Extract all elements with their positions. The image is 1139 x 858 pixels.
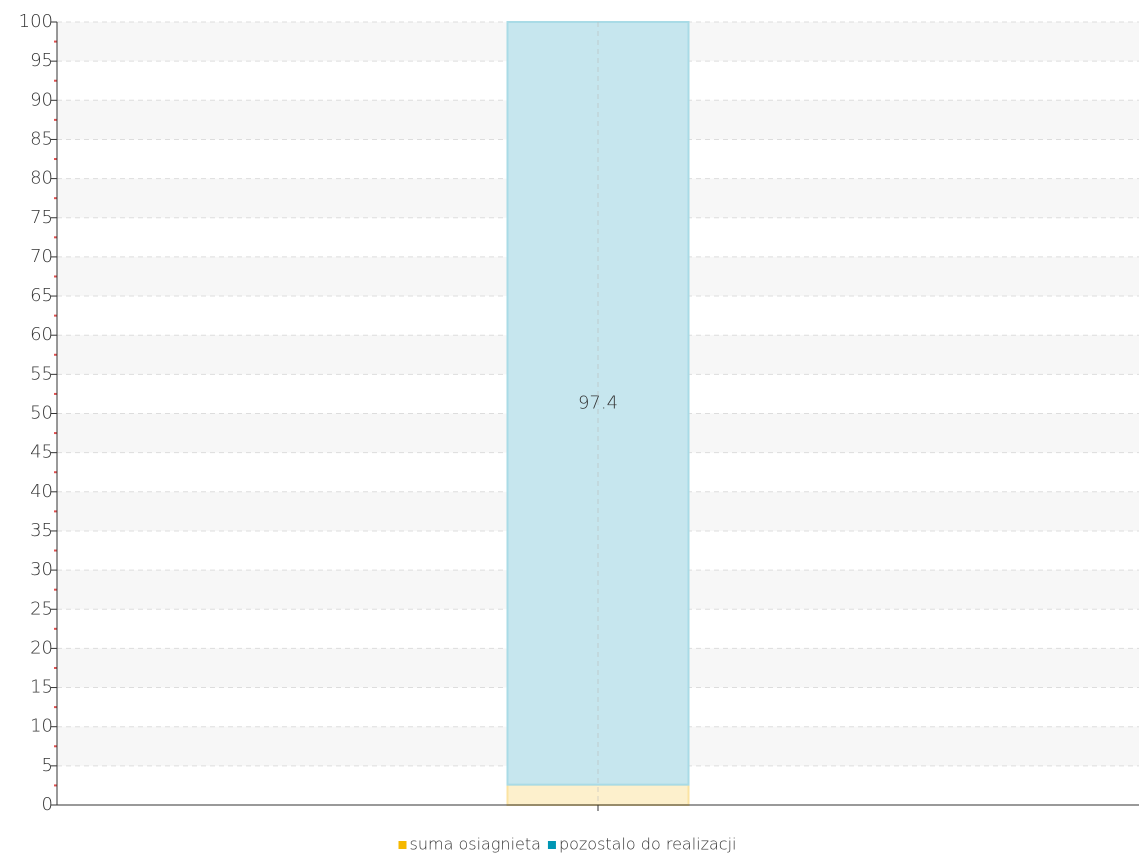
y-tick-label: 40 — [30, 481, 53, 502]
legend-swatch — [398, 841, 407, 849]
legend: suma osiagnieta pozostalo do realizacji — [398, 835, 737, 854]
y-tick-label: 100 — [19, 11, 53, 32]
y-tick-label: 0 — [42, 794, 53, 815]
legend-label: pozostalo do realizacji — [559, 835, 737, 854]
y-tick-label: 80 — [30, 168, 53, 189]
y-tick-label: 30 — [30, 559, 53, 580]
legend-swatch — [547, 841, 556, 849]
y-tick-label: 25 — [30, 598, 53, 619]
y-tick-label: 45 — [30, 442, 53, 463]
y-tick-label: 85 — [30, 128, 53, 149]
y-tick-label: 60 — [30, 324, 53, 345]
y-tick-label: 15 — [30, 677, 53, 698]
y-tick-label: 5 — [42, 755, 53, 776]
y-tick-label: 50 — [30, 403, 53, 424]
y-tick-label: 65 — [30, 285, 53, 306]
legend-label: suma osiagnieta — [410, 835, 541, 854]
y-tick-label: 70 — [30, 246, 53, 267]
y-tick-label: 95 — [30, 50, 53, 71]
y-tick-label: 90 — [30, 89, 53, 110]
y-tick-label: 35 — [30, 520, 53, 541]
y-tick-label: 20 — [30, 637, 53, 658]
y-tick-label: 10 — [30, 716, 53, 737]
y-tick-label: 75 — [30, 207, 53, 228]
y-tick-label: 55 — [30, 363, 53, 384]
